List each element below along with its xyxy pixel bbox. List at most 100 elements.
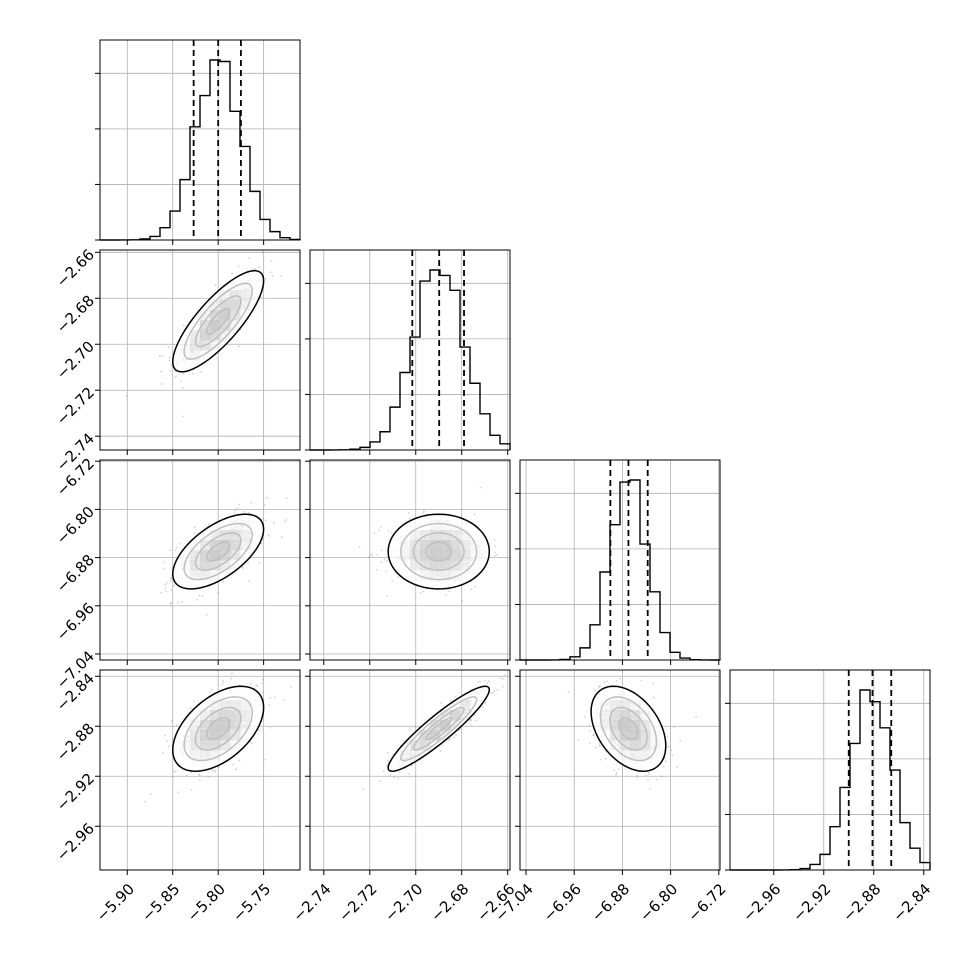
sample-point [469, 719, 472, 722]
density-panel-0-2 [95, 459, 301, 665]
contour-level-3 [387, 685, 491, 773]
contour-fill-3 [591, 686, 666, 772]
sample-point [255, 684, 257, 687]
sample-point [380, 560, 383, 563]
sample-point [169, 370, 172, 372]
sample-point [274, 696, 276, 699]
sample-point [461, 599, 464, 602]
sample-point [191, 372, 194, 375]
sample-point [695, 716, 697, 718]
sample-point [144, 800, 147, 803]
sample-point [502, 677, 505, 680]
sample-point [376, 553, 378, 556]
sample-point [264, 758, 267, 761]
sample-point [588, 724, 591, 727]
sample-point [214, 769, 217, 772]
sample-point [387, 761, 390, 764]
sample-point [169, 580, 172, 583]
sample-point [181, 601, 184, 603]
histogram-panel-2 [515, 459, 721, 665]
sample-point [271, 275, 274, 277]
sample-point [503, 674, 506, 676]
sample-point [382, 770, 385, 773]
sample-point [671, 754, 674, 757]
sample-point [474, 719, 477, 722]
sample-point [397, 576, 400, 579]
density-content-2-3 [567, 677, 697, 790]
sample-point [619, 677, 622, 680]
panel-frame [309, 249, 511, 451]
sample-point [241, 567, 244, 570]
sample-point [268, 535, 271, 537]
sample-point [378, 529, 381, 532]
sample-point [440, 750, 442, 753]
sample-point [447, 590, 450, 593]
sample-point [636, 776, 638, 779]
sample-point [453, 695, 456, 698]
sample-point [263, 504, 266, 506]
sample-point [290, 685, 292, 688]
density-panel-0-3 [95, 669, 301, 875]
sample-point [237, 265, 240, 268]
sample-point [261, 518, 264, 521]
sample-point [251, 268, 254, 270]
sample-point [670, 749, 672, 752]
sample-point [662, 765, 665, 768]
sample-point [282, 698, 285, 701]
sample-point [261, 251, 264, 254]
sample-point [370, 553, 373, 556]
sample-point [174, 771, 177, 773]
contour-fill-3 [388, 686, 490, 772]
sample-point [163, 567, 166, 570]
sample-point [673, 726, 675, 728]
sample-point [149, 793, 152, 796]
sample-point [231, 272, 233, 275]
sample-point [615, 679, 618, 682]
sample-point [495, 553, 498, 556]
sample-point [162, 751, 165, 754]
sample-point [484, 702, 487, 704]
sample-point [248, 257, 251, 260]
sample-point [409, 517, 412, 520]
sample-point [258, 561, 261, 564]
sample-point [165, 581, 168, 584]
sample-point [183, 324, 185, 327]
sample-point [158, 355, 161, 357]
sample-point [648, 788, 651, 790]
sample-point [474, 585, 476, 588]
sample-point [190, 788, 193, 791]
sample-point [170, 364, 173, 366]
sample-point [603, 681, 606, 683]
sample-point [180, 380, 183, 383]
sample-point [193, 526, 196, 529]
sample-point [160, 591, 162, 594]
sample-point [387, 529, 390, 532]
sample-point [440, 702, 442, 704]
sample-point [269, 697, 272, 699]
sample-point [486, 682, 489, 684]
sample-point [257, 729, 260, 732]
sample-point [493, 554, 496, 557]
panel-frame [519, 459, 721, 661]
sample-point [167, 346, 170, 349]
sample-point [577, 738, 580, 741]
sample-point [452, 736, 455, 739]
sample-point [419, 592, 422, 594]
sample-point [385, 570, 387, 573]
sample-point [221, 679, 224, 682]
panel-frame [729, 669, 931, 871]
sample-point [589, 742, 591, 744]
density-panel-1-2 [305, 459, 511, 665]
sample-point [243, 510, 246, 513]
histogram-panel-3 [725, 669, 931, 875]
sample-point [648, 771, 650, 774]
sample-point [666, 736, 669, 738]
sample-point [207, 775, 210, 778]
sample-point [636, 774, 638, 777]
contour-fill-3 [172, 514, 264, 589]
sample-point [358, 546, 361, 548]
sample-point [160, 383, 163, 385]
sample-point [379, 780, 381, 783]
sample-point [479, 680, 482, 683]
